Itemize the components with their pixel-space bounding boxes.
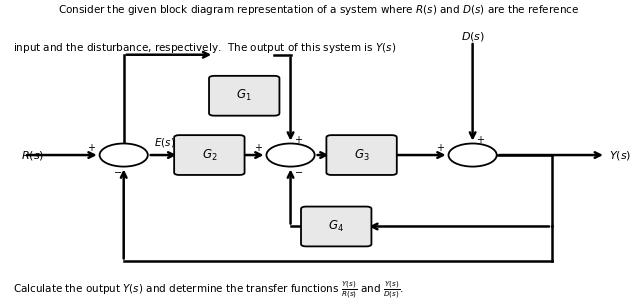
Text: $G_1$: $G_1$	[236, 88, 252, 103]
Text: input and the disturbance, respectively.  The output of this system is $Y(s)$: input and the disturbance, respectively.…	[13, 41, 396, 55]
Text: $Y(s)$: $Y(s)$	[609, 149, 631, 161]
Text: +: +	[476, 135, 484, 144]
Circle shape	[99, 143, 148, 167]
FancyBboxPatch shape	[174, 135, 245, 175]
Text: +: +	[294, 135, 302, 144]
Text: $D(s)$: $D(s)$	[461, 30, 485, 43]
Text: +: +	[436, 143, 444, 153]
Text: $E(s)$: $E(s)$	[154, 136, 175, 149]
Circle shape	[448, 143, 497, 167]
Text: $G_3$: $G_3$	[354, 147, 369, 163]
Circle shape	[266, 143, 315, 167]
FancyBboxPatch shape	[326, 135, 397, 175]
Text: $-$: $-$	[294, 166, 303, 176]
Text: $G_2$: $G_2$	[201, 147, 217, 163]
Text: Calculate the output $Y(s)$ and determine the transfer functions $\frac{Y(s)}{R(: Calculate the output $Y(s)$ and determin…	[13, 279, 403, 301]
Text: $G_4$: $G_4$	[328, 219, 344, 234]
FancyBboxPatch shape	[301, 207, 371, 246]
Text: +: +	[87, 143, 96, 153]
Text: +: +	[254, 143, 262, 153]
Text: $R(s)$: $R(s)$	[21, 149, 44, 161]
Text: $-$: $-$	[113, 166, 122, 175]
FancyBboxPatch shape	[209, 76, 280, 116]
Text: Consider the given block diagram representation of a system where $R(s)$ and $D(: Consider the given block diagram represe…	[58, 3, 579, 17]
